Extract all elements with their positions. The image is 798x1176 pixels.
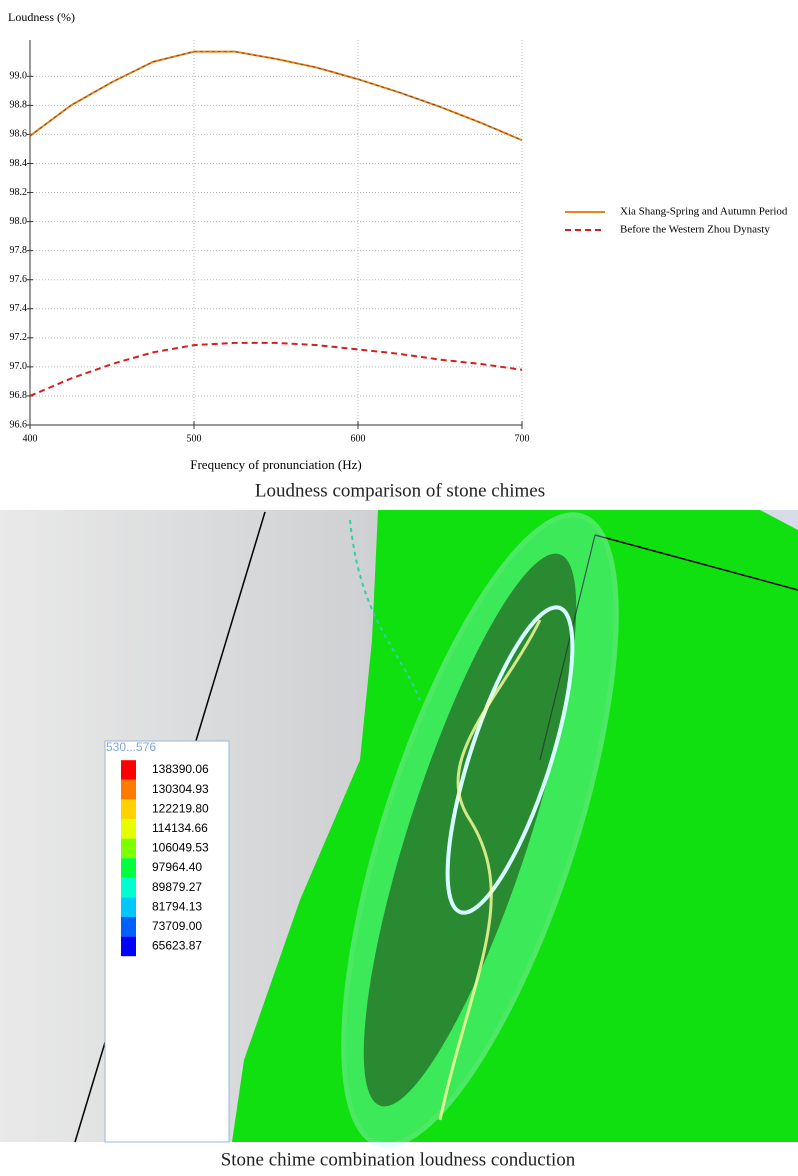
color-swatch [121,819,136,839]
legend-value: 81794.13 [152,899,202,913]
y-tick-label: 98.8 [10,100,28,111]
x-tick-label: 400 [23,433,38,444]
color-swatch [121,858,136,878]
color-swatch [121,799,136,819]
simulation-image: 530...576 138390.06 130304.93 122219.80 114… [0,487,798,1173]
x-tick-label: 600 [351,433,366,444]
y-tick-label: 99.0 [10,71,28,82]
y-tick-label: 97.0 [10,361,28,372]
caption: Stone chime combination loudness conduct… [221,1149,576,1170]
legend-value: 97964.40 [152,860,202,874]
color-swatch [121,937,136,957]
legend-value: 106049.53 [152,841,209,855]
y-tick-label: 98.6 [10,129,28,140]
caption: Loudness comparison of stone chimes [255,480,545,501]
legend-label: Before the Western Zhou Dynasty [620,224,770,236]
legend-value: 89879.27 [152,880,202,894]
color-swatch [121,897,136,917]
y-tick-label: 98.0 [10,216,28,227]
color-swatch [121,839,136,859]
color-swatch [121,878,136,898]
legend-label: Xia Shang-Spring and Autumn Period [620,206,788,218]
y-tick-label: 97.2 [10,332,28,343]
legend-value: 114134.66 [152,821,208,835]
legend-value: 65623.87 [152,939,202,953]
page: Loudness (%) Frequency of pronunciation … [0,0,798,1176]
line [30,343,522,396]
plot: 96.6 96.8 97.0 97.2 97.4 97.6 97.8 98.0 98.2 98.4… [10,40,788,444]
y-tick-label: 98.4 [10,158,28,169]
x-tick-label: 700 [515,433,530,444]
line-shade [30,52,522,141]
legend-value: 122219.80 [152,801,209,815]
color-swatch [121,917,136,937]
range-label: 530...576 [106,740,156,754]
x-tick-label: 500 [187,433,202,444]
legend-value: 73709.00 [152,919,202,933]
x-axis-label: Frequency of pronunciation (Hz) [190,457,361,472]
y-tick-label: 96.8 [10,390,28,401]
y-axis-label: Loudness (%) [8,10,75,24]
y-tick-label: 97.6 [10,274,28,285]
y-tick-label: 97.4 [10,303,28,314]
color-swatch [121,760,136,780]
legend-value: 138390.06 [152,762,209,776]
y-tick-label: 96.6 [10,419,28,430]
figure: Loudness (%) Frequency of pronunciation … [0,0,798,1176]
legend-value: 130304.93 [152,782,209,796]
y-tick-label: 97.8 [10,245,28,256]
color-swatch [121,780,136,800]
y-tick-label: 98.2 [10,187,28,198]
line [30,52,522,141]
